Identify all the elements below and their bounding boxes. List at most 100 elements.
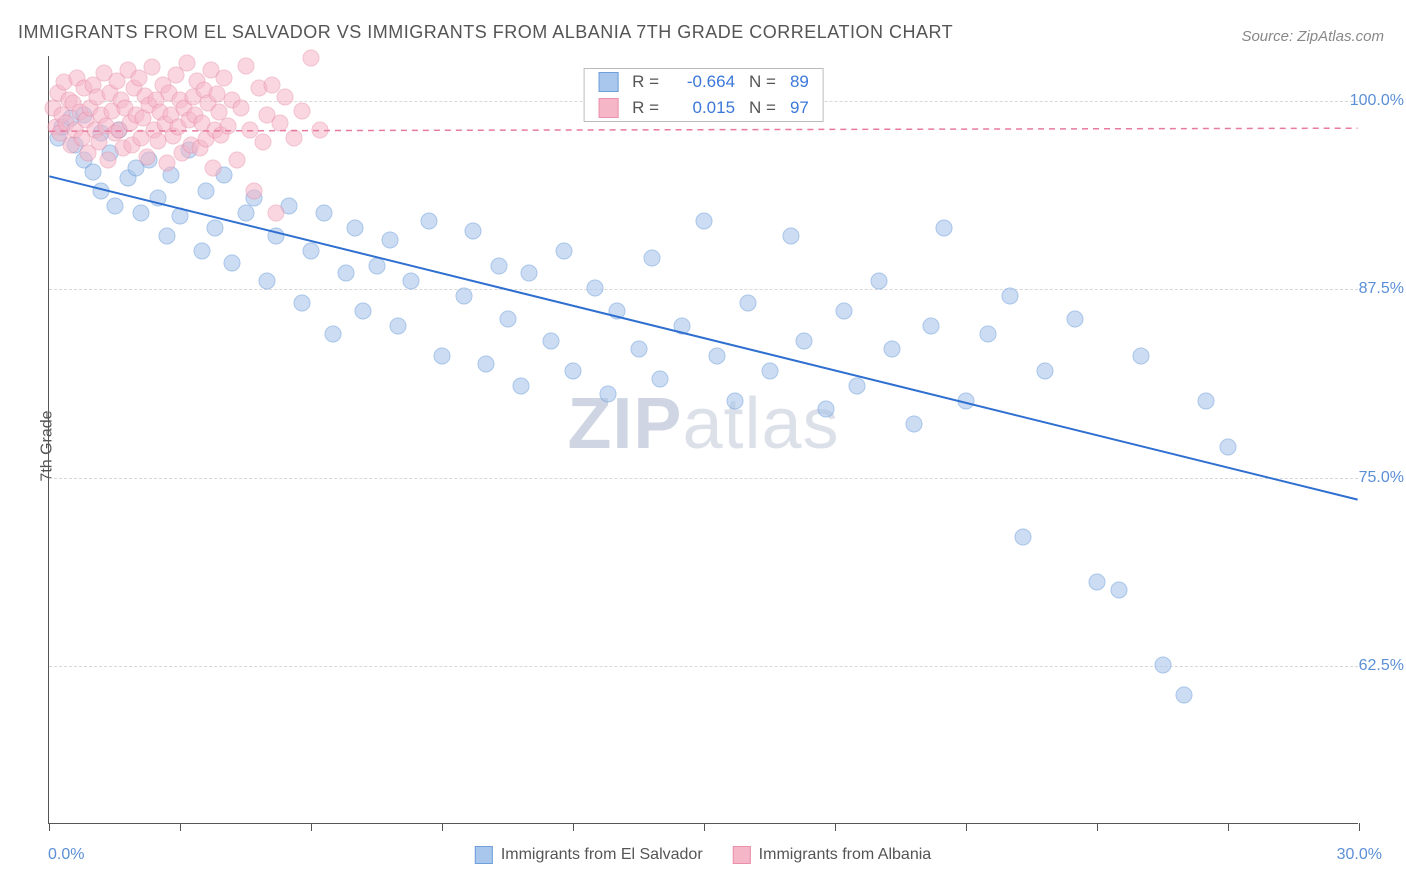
x-tick [180, 823, 181, 831]
scatter-point-el_salvador [726, 393, 743, 410]
scatter-point-el_salvador [1001, 287, 1018, 304]
scatter-point-el_salvador [979, 325, 996, 342]
x-tick [704, 823, 705, 831]
scatter-point-el_salvador [368, 257, 385, 274]
scatter-point-el_salvador [477, 355, 494, 372]
legend-swatch [733, 846, 751, 864]
stat-swatch [598, 72, 618, 92]
scatter-point-albania [311, 122, 328, 139]
scatter-point-el_salvador [172, 208, 189, 225]
stat-r-label: R = [632, 98, 659, 118]
stat-row-albania: R =0.015N =97 [584, 95, 823, 121]
scatter-point-el_salvador [630, 340, 647, 357]
scatter-point-el_salvador [1036, 363, 1053, 380]
scatter-point-el_salvador [324, 325, 341, 342]
stat-r-value: -0.664 [673, 72, 735, 92]
scatter-point-el_salvador [259, 272, 276, 289]
x-tick [573, 823, 574, 831]
scatter-point-el_salvador [346, 220, 363, 237]
scatter-point-el_salvador [206, 220, 223, 237]
scatter-point-el_salvador [150, 190, 167, 207]
scatter-point-el_salvador [420, 212, 437, 229]
scatter-point-el_salvador [1154, 656, 1171, 673]
scatter-point-el_salvador [599, 385, 616, 402]
scatter-point-albania [237, 57, 254, 74]
scatter-point-albania [215, 69, 232, 86]
scatter-point-el_salvador [643, 250, 660, 267]
stat-row-el_salvador: R = -0.664 N = 89 [584, 69, 823, 95]
scatter-point-albania [254, 134, 271, 151]
scatter-point-albania [91, 134, 108, 151]
scatter-point-el_salvador [455, 287, 472, 304]
x-tick [1228, 823, 1229, 831]
scatter-point-el_salvador [923, 318, 940, 335]
scatter-point-albania [204, 159, 221, 176]
scatter-point-el_salvador [709, 348, 726, 365]
scatter-point-el_salvador [355, 303, 372, 320]
scatter-point-el_salvador [835, 303, 852, 320]
scatter-point-el_salvador [739, 295, 756, 312]
scatter-point-el_salvador [1198, 393, 1215, 410]
legend-item: Immigrants from Albania [733, 846, 932, 864]
correlation-stats-box: R =-0.664N =89R =0.015N =97 [583, 68, 824, 122]
scatter-point-el_salvador [1220, 438, 1237, 455]
scatter-point-el_salvador [652, 370, 669, 387]
scatter-point-el_salvador [294, 295, 311, 312]
scatter-point-el_salvador [565, 363, 582, 380]
scatter-point-el_salvador [1132, 348, 1149, 365]
stat-n-label: N = [749, 98, 776, 118]
scatter-point-el_salvador [434, 348, 451, 365]
stat-swatch [598, 98, 618, 118]
scatter-point-el_salvador [268, 227, 285, 244]
scatter-point-albania [272, 114, 289, 131]
scatter-point-albania [246, 182, 263, 199]
scatter-point-albania [228, 152, 245, 169]
stat-n-label: N = [749, 72, 776, 92]
bottom-legend: Immigrants from El Salvador Immigrants fr… [475, 846, 931, 864]
x-tick [835, 823, 836, 831]
x-tick [1097, 823, 1098, 831]
scatter-point-el_salvador [556, 242, 573, 259]
x-axis-min-label: 0.0% [48, 846, 84, 864]
legend-swatch [475, 846, 493, 864]
scatter-point-albania [268, 205, 285, 222]
plot-area: ZIPatlas R =-0.664N =89R =0.015N =97 100… [48, 56, 1358, 824]
scatter-point-el_salvador [674, 318, 691, 335]
scatter-point-el_salvador [316, 205, 333, 222]
scatter-point-el_salvador [958, 393, 975, 410]
watermark-light: atlas [682, 384, 839, 464]
gridline-h [49, 478, 1358, 479]
stat-n-value: 97 [790, 98, 809, 118]
legend-item: Immigrants from El Salvador [475, 846, 703, 864]
scatter-point-albania [158, 155, 175, 172]
scatter-point-el_salvador [490, 257, 507, 274]
scatter-point-el_salvador [936, 220, 953, 237]
scatter-point-el_salvador [158, 227, 175, 244]
scatter-point-el_salvador [543, 333, 560, 350]
y-tick-label: 87.5% [1359, 280, 1404, 298]
scatter-point-albania [294, 102, 311, 119]
scatter-point-el_salvador [93, 182, 110, 199]
scatter-point-el_salvador [586, 280, 603, 297]
stat-n-value: 89 [790, 72, 809, 92]
scatter-point-el_salvador [193, 242, 210, 259]
scatter-point-el_salvador [198, 182, 215, 199]
scatter-point-el_salvador [796, 333, 813, 350]
scatter-point-el_salvador [512, 378, 529, 395]
scatter-point-el_salvador [1110, 581, 1127, 598]
scatter-point-el_salvador [783, 227, 800, 244]
scatter-point-el_salvador [818, 400, 835, 417]
y-tick-label: 100.0% [1350, 92, 1404, 110]
scatter-point-el_salvador [521, 265, 538, 282]
watermark-bold: ZIP [567, 384, 682, 464]
scatter-point-albania [233, 99, 250, 116]
gridline-h [49, 289, 1358, 290]
scatter-point-albania [139, 149, 156, 166]
scatter-point-el_salvador [106, 197, 123, 214]
scatter-point-albania [303, 50, 320, 67]
scatter-point-el_salvador [224, 254, 241, 271]
y-tick-label: 62.5% [1359, 657, 1404, 675]
x-tick [49, 823, 50, 831]
stat-r-label: R = [632, 72, 659, 92]
scatter-point-el_salvador [608, 303, 625, 320]
